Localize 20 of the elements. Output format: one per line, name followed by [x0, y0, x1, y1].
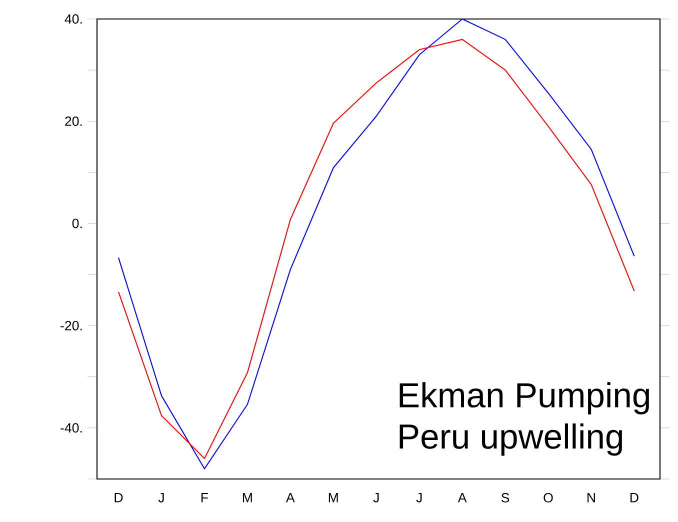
x-tick-label: M: [328, 493, 338, 502]
y-tick-label: 20.: [65, 116, 82, 126]
x-tick-label: J: [158, 493, 164, 502]
x-tick-label: J: [373, 493, 379, 502]
y-tick-label: 40.: [64, 14, 82, 24]
x-tick-label: D: [630, 493, 638, 502]
x-tick-label: D: [114, 493, 123, 502]
x-tick-label: N: [588, 493, 595, 502]
x-tick-label: F: [201, 493, 208, 502]
x-tick-label: O: [544, 493, 553, 502]
y-tick-label: -40.: [60, 423, 82, 433]
y-tick-label: -20.: [60, 320, 82, 330]
x-tick-label: J: [416, 493, 422, 502]
x-tick-label: S: [501, 493, 510, 502]
x-tick-label: A: [286, 493, 295, 502]
x-tick-label: A: [458, 493, 467, 502]
y-tick-label: 0.: [72, 218, 82, 228]
annotation: Ekman Pumping: [400, 382, 649, 414]
annotation: Peru upwelling: [400, 423, 622, 456]
x-tick-label: M: [242, 493, 252, 502]
